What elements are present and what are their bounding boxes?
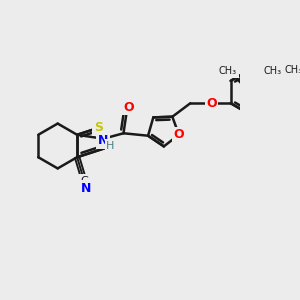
Text: CH₃: CH₃ [285,64,300,75]
Text: CH₃: CH₃ [263,66,281,76]
Text: C: C [80,176,88,186]
Text: O: O [174,128,184,141]
Text: H: H [106,141,115,151]
Text: O: O [123,100,134,114]
Text: O: O [206,97,217,110]
Text: CH₃: CH₃ [219,66,237,76]
Text: S: S [94,121,103,134]
Text: N: N [81,182,92,195]
Text: N: N [98,134,109,147]
